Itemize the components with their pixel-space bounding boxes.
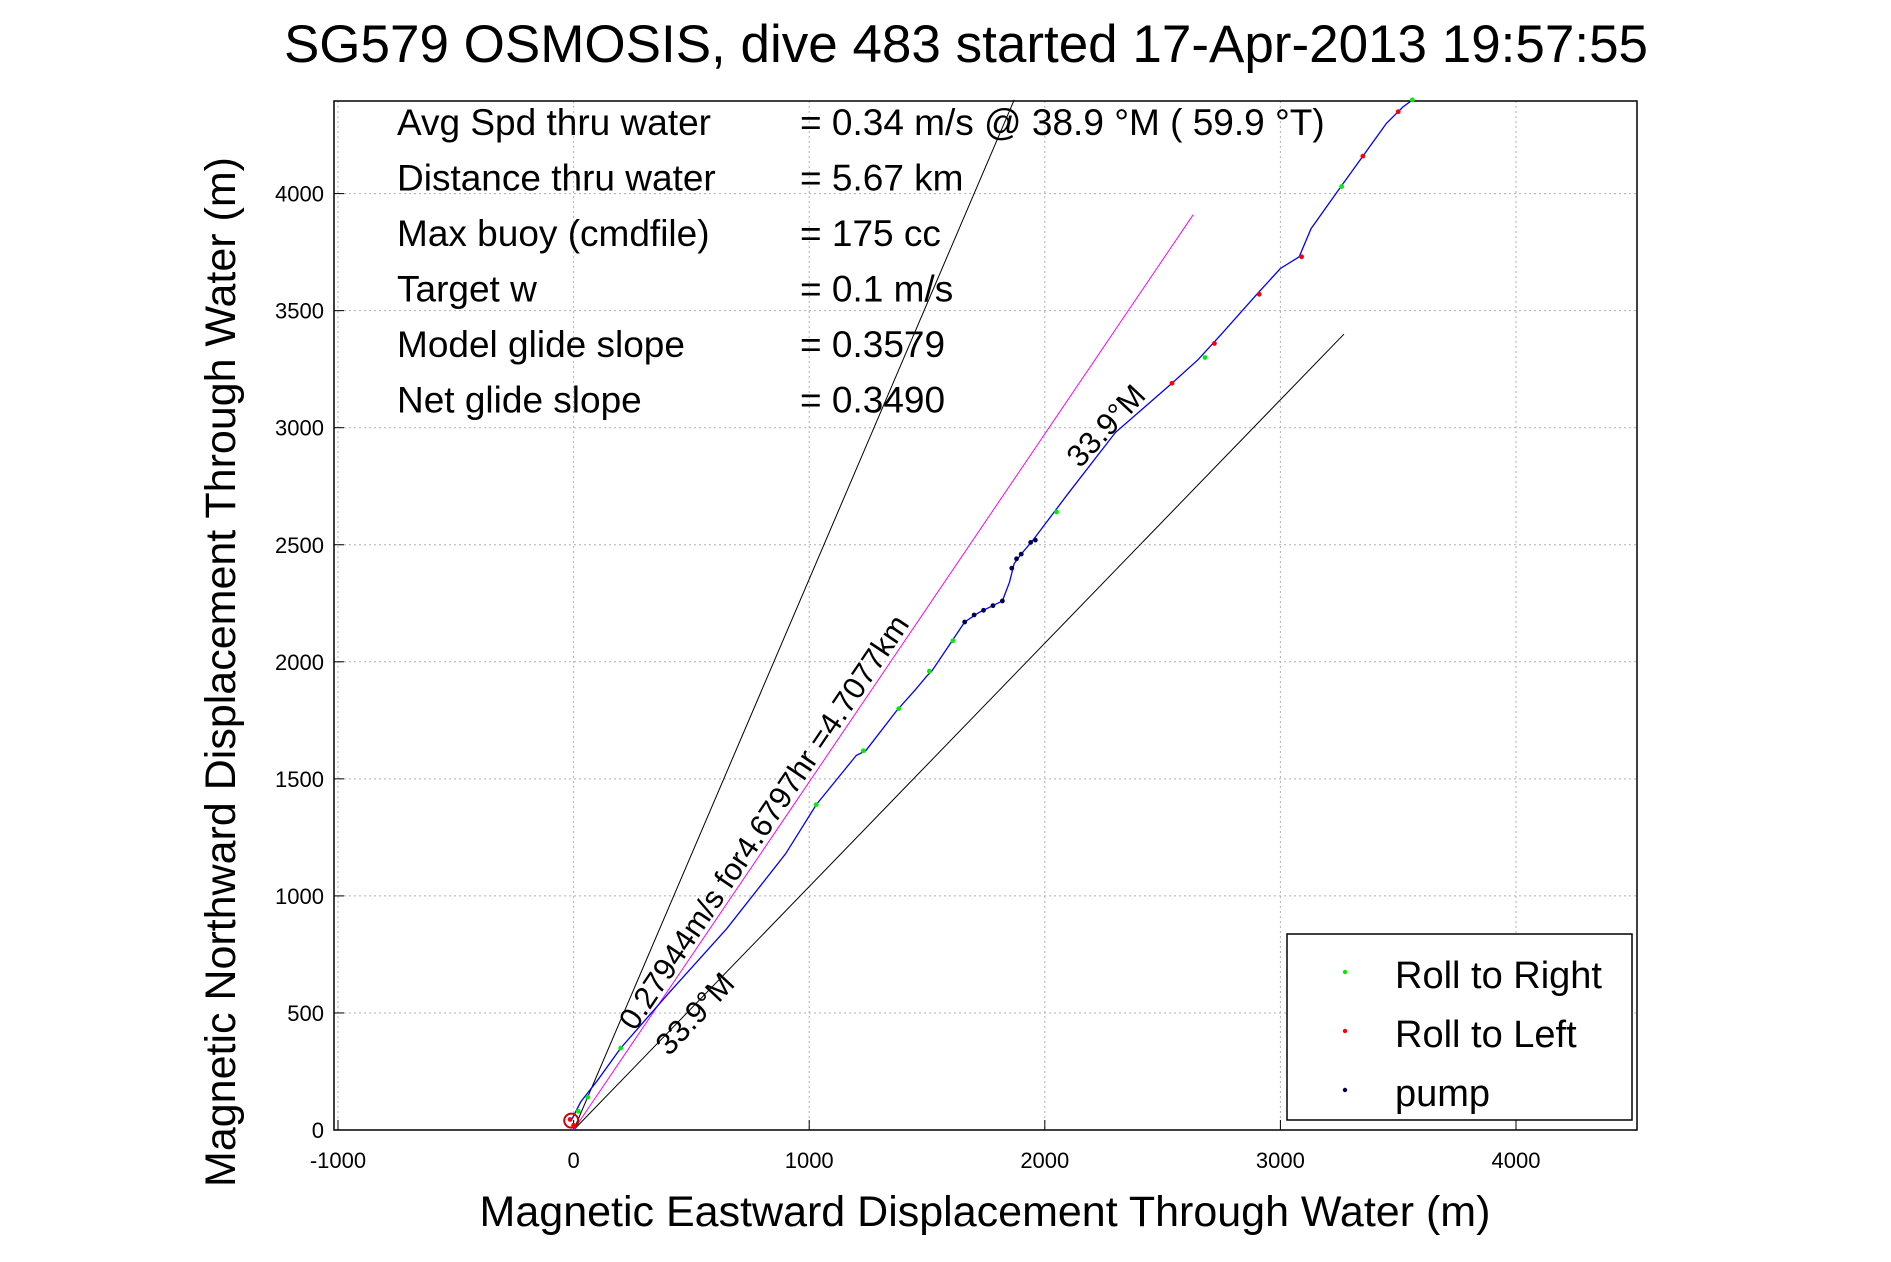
glider-track: [563, 99, 1413, 1129]
y-tick-label: 2000: [275, 650, 324, 675]
stat-value: = 5.67 km: [800, 158, 964, 199]
point-pump: [971, 612, 977, 618]
point-roll-to-left: [1395, 109, 1401, 115]
x-tick-label: 0: [567, 1148, 579, 1173]
point-pump: [1028, 540, 1034, 545]
stat-value: = 175 cc: [800, 213, 941, 254]
stat-label: Net glide slope: [397, 380, 642, 421]
y-axis-label: Magnetic Northward Displacement Through …: [197, 157, 245, 1187]
stat-label: Model glide slope: [397, 324, 685, 365]
stat-label: Distance thru water: [397, 158, 716, 199]
point-roll-to-right: [860, 748, 866, 754]
point-roll-to-right: [926, 668, 932, 674]
point-roll-to-left: [1212, 341, 1217, 346]
point-pump: [1018, 551, 1024, 557]
y-tick-label: 2500: [275, 533, 324, 558]
stats-block: Avg Spd thru water = 0.34 m/s @ 38.9 °M (…: [397, 102, 1325, 421]
point-pump: [1032, 537, 1038, 543]
point-pump: [1009, 565, 1015, 571]
point-roll-to-left: [1256, 291, 1262, 297]
point-pump: [962, 619, 968, 625]
point-roll-to-right: [1202, 355, 1208, 360]
point-roll-to-right: [1054, 509, 1059, 515]
reference-line-course-left: [573, 99, 1015, 1131]
y-tick-label: 1500: [275, 767, 324, 792]
point-roll-to-left: [1360, 153, 1366, 159]
stat-value: = 0.3579: [800, 324, 945, 365]
legend-label: Roll to Right: [1395, 955, 1602, 997]
legend-marker: [1342, 1028, 1348, 1034]
x-tick-label: 1000: [785, 1148, 834, 1173]
point-roll-to-right: [1339, 184, 1345, 189]
legend-marker: [1342, 1087, 1348, 1093]
roll-markers: [567, 97, 1415, 1128]
point-roll-to-left: [1299, 254, 1305, 260]
reference-line-course-right: [573, 333, 1345, 1131]
reference-line-current-track: [573, 214, 1194, 1131]
legend-label: pump: [1395, 1073, 1490, 1115]
point-roll-to-right: [618, 1045, 624, 1051]
legend-label: Roll to Left: [1395, 1014, 1577, 1056]
point-roll-to-right: [575, 1108, 581, 1114]
y-tick-label: 500: [287, 1001, 324, 1026]
stat-label: Max buoy (cmdfile): [397, 213, 710, 254]
point-roll-to-left: [571, 1122, 576, 1128]
stat-value: = 0.34 m/s @ 38.9 °M ( 59.9 °T): [800, 102, 1325, 143]
point-pump: [981, 607, 986, 613]
point-pump: [1014, 556, 1019, 562]
tick-labels: -1000 0 1000 2000 3000 4000 0 500 1000 1500 2000 25…: [275, 182, 1540, 1173]
x-tick-label: 4000: [1492, 1148, 1541, 1173]
legend: Roll to Right Roll to Left pump: [1286, 933, 1633, 1121]
current-annotation: 0.27944m/s for4.6797hr =4.7077km: [612, 608, 916, 1035]
x-tick-label: 3000: [1256, 1148, 1305, 1173]
point-roll-to-right: [813, 802, 819, 808]
stat-label: Target w: [397, 269, 537, 310]
plot-area: [333, 100, 1638, 1131]
y-tick-label: 4000: [275, 182, 324, 207]
point-roll-to-right: [1409, 97, 1415, 103]
y-tick-label: 1000: [275, 884, 324, 909]
y-tick-label: 3000: [275, 416, 324, 441]
point-roll-to-right: [950, 638, 956, 644]
dive-start-marker: [563, 1112, 580, 1129]
point-roll-to-left: [1169, 380, 1175, 386]
point-roll-to-left: [567, 1117, 573, 1122]
stat-value: = 0.1 m/s: [800, 269, 953, 310]
reference-lines: [573, 99, 1345, 1131]
chart-title: SG579 OSMOSIS, dive 483 started 17-Apr-2…: [284, 15, 1648, 74]
x-tick-label: 2000: [1020, 1148, 1069, 1173]
point-roll-to-right: [896, 706, 902, 712]
stat-value: = 0.3490: [800, 380, 945, 421]
y-tick-label: 3500: [275, 299, 324, 324]
x-tick-label: -1000: [310, 1148, 366, 1173]
stat-label: Avg Spd thru water: [397, 102, 711, 143]
x-axis-label: Magnetic Eastward Displacement Through W…: [480, 1188, 1491, 1236]
legend-marker: [1342, 969, 1348, 975]
point-pump: [999, 598, 1005, 604]
y-tick-label: 0: [312, 1118, 324, 1143]
point-roll-to-right: [585, 1094, 591, 1100]
point-pump: [990, 603, 996, 609]
